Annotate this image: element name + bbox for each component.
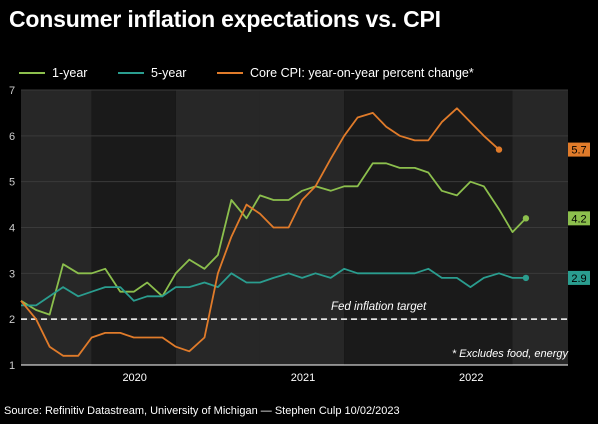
y-tick-label-3: 3 (9, 268, 15, 280)
x-tick-label-2022: 2022 (459, 372, 483, 384)
x-axis: 2020 2021 2022 (21, 364, 568, 384)
y-tick-label-2: 2 (9, 314, 15, 326)
legend-label-1-year: 1-year (52, 66, 87, 80)
end-label-core-cpi-year-on-year-percent-change: 5.7 (571, 145, 586, 157)
y-tick-label-7: 7 (9, 85, 15, 97)
y-axis: 1 2 3 4 5 6 7 (9, 85, 15, 372)
legend-label-5-year: 5-year (151, 66, 186, 80)
source-note: Source: Refinitiv Datastream, University… (4, 405, 400, 417)
series-line-core-cpi-year-on-year-percent-change (20, 107, 500, 357)
x-tick-label-2020: 2020 (122, 372, 146, 384)
series-endpoint-5-year (522, 274, 530, 282)
reference-line-group: Fed inflation target (21, 301, 568, 320)
chart-title: Consumer inflation expectations vs. CPI (9, 6, 441, 32)
series-endpoint-core-cpi-year-on-year-percent-change (495, 146, 503, 153)
legend-label-core-cpi-year-on-year-percent-change: Core CPI: year-on-year percent change* (250, 66, 474, 80)
series-line-1-year (20, 162, 527, 316)
y-tick-label-5: 5 (9, 177, 15, 189)
y-tick-label-1: 1 (9, 360, 15, 372)
end-label-box-1-year (568, 211, 590, 226)
end-label-5-year: 2.9 (571, 273, 586, 285)
y-tick-label-4: 4 (9, 223, 15, 235)
series-line-5-year (21, 267, 526, 307)
series-endpoint-1-year (522, 215, 530, 222)
end-labels: 4.2 2.9 5.7 (568, 142, 590, 285)
fed-target-label: Fed inflation target (331, 301, 427, 313)
y-tick-label-6: 6 (9, 131, 15, 143)
end-label-box-core-cpi-year-on-year-percent-change (568, 142, 590, 157)
x-tick-label-2021: 2021 (291, 372, 315, 384)
end-label-1-year: 4.2 (571, 213, 586, 225)
legend: 1-year 5-year Core CPI: year-on-year perce… (19, 66, 474, 80)
end-label-box-5-year (568, 270, 590, 285)
series-lines (20, 107, 530, 357)
footnote: * Excludes food, energy (452, 348, 570, 360)
